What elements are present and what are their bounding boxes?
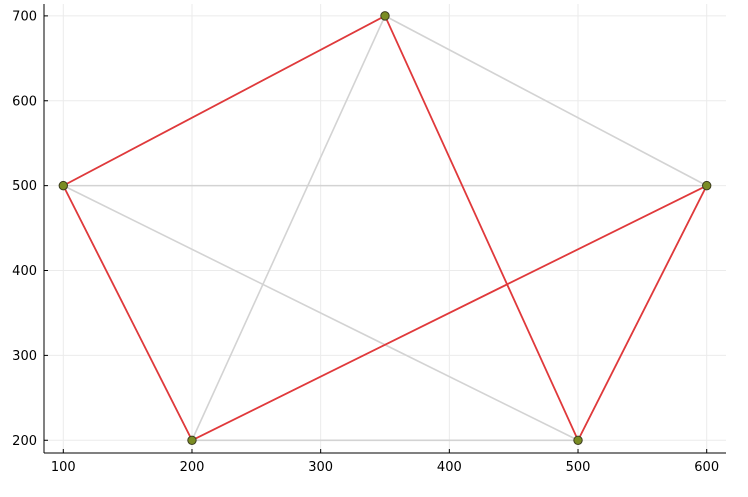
axes bbox=[43, 4, 726, 454]
node-point bbox=[380, 11, 390, 21]
x-tick-label: 100 bbox=[51, 460, 76, 475]
y-tick-label: 400 bbox=[12, 264, 37, 279]
nodes bbox=[58, 11, 712, 445]
node-point bbox=[701, 180, 712, 191]
gray-edge bbox=[191, 15, 386, 441]
red-edges bbox=[62, 15, 708, 442]
red-edge bbox=[384, 15, 579, 441]
x-tick-label: 400 bbox=[437, 460, 462, 475]
x-tick-label: 300 bbox=[308, 460, 333, 475]
y-tick-label: 300 bbox=[12, 349, 37, 364]
node-point bbox=[187, 435, 197, 445]
x-tick-label: 200 bbox=[180, 460, 205, 475]
ticks: 100 200 300 400 500 600 200 300 400 500 600 700 bbox=[12, 9, 719, 475]
node-point bbox=[573, 435, 583, 445]
red-edge bbox=[577, 185, 708, 441]
x-tick-label: 500 bbox=[566, 460, 591, 475]
red-edge bbox=[191, 184, 708, 442]
y-tick-label: 600 bbox=[12, 94, 37, 109]
gray-edge bbox=[62, 184, 579, 441]
y-tick-label: 700 bbox=[12, 9, 37, 24]
grid bbox=[44, 4, 726, 453]
red-edge bbox=[62, 185, 193, 441]
y-tick-label: 500 bbox=[12, 179, 37, 194]
gray-edge bbox=[384, 15, 708, 187]
y-tick-label: 200 bbox=[12, 434, 37, 449]
node-point bbox=[58, 180, 69, 191]
red-edge bbox=[62, 15, 386, 187]
x-tick-label: 600 bbox=[694, 460, 719, 475]
